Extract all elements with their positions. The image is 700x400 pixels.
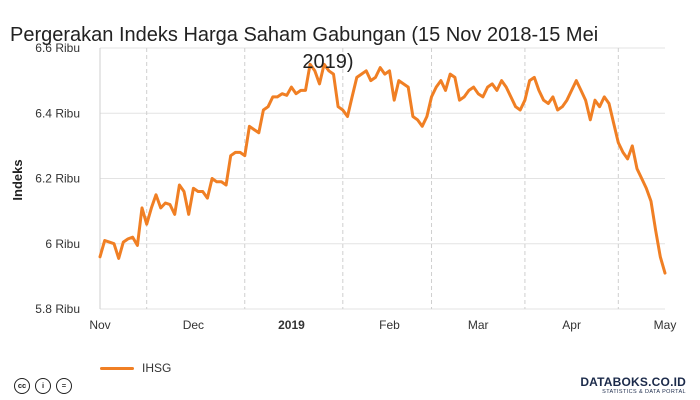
license-icons: cc i = — [14, 378, 72, 394]
chart-title: Pergerakan Indeks Harga Saham Gabungan (… — [8, 22, 648, 76]
x-tick-label: Mar — [468, 318, 489, 332]
legend-label-ihsg: IHSG — [142, 361, 172, 375]
y-tick-label: 6.6 Ribu — [35, 41, 80, 55]
info-icon[interactable]: i — [35, 378, 51, 394]
x-tick-label: 2019 — [278, 318, 305, 332]
legend: IHSG — [100, 361, 171, 375]
y-tick-label: 5.8 Ribu — [35, 302, 80, 316]
x-tick-label: Apr — [562, 318, 581, 332]
y-axis-label: Indeks — [10, 159, 25, 200]
series-line-ihsg[interactable] — [98, 62, 667, 275]
brand-subtitle: STATISTICS & DATA PORTAL — [602, 389, 686, 395]
y-tick-label: 6.4 Ribu — [35, 106, 80, 120]
x-tick-label: May — [654, 318, 677, 332]
y-tick-label: 6 Ribu — [45, 237, 80, 251]
x-tick-label: Feb — [379, 318, 400, 332]
series-layer — [98, 62, 667, 275]
x-axis-ticks: Nov Dec 2019 Feb Mar Apr May — [89, 318, 676, 332]
x-tick-label: Dec — [183, 318, 204, 332]
chart-title-line-2: 2019) — [302, 51, 354, 73]
y-tick-label: 6.2 Ribu — [35, 172, 80, 186]
equal-icon[interactable]: = — [56, 378, 72, 394]
vertical-gridlines — [146, 48, 619, 309]
chart-title-line-1: Pergerakan Indeks Harga Saham Gabungan (… — [10, 24, 599, 46]
legend-swatch-ihsg — [100, 366, 134, 370]
cc-icon[interactable]: cc — [14, 378, 30, 394]
brand-logo[interactable]: DATABOKS.CO.ID STATISTICS & DATA PORTAL — [580, 375, 686, 395]
horizontal-gridlines — [99, 47, 665, 310]
x-tick-label: Nov — [89, 318, 110, 332]
y-axis-ticks: 5.8 Ribu 6 Ribu 6.2 Ribu 6.4 Ribu 6.6 Ribu — [35, 41, 80, 316]
brand-name: DATABOKS.CO.ID — [580, 375, 686, 389]
